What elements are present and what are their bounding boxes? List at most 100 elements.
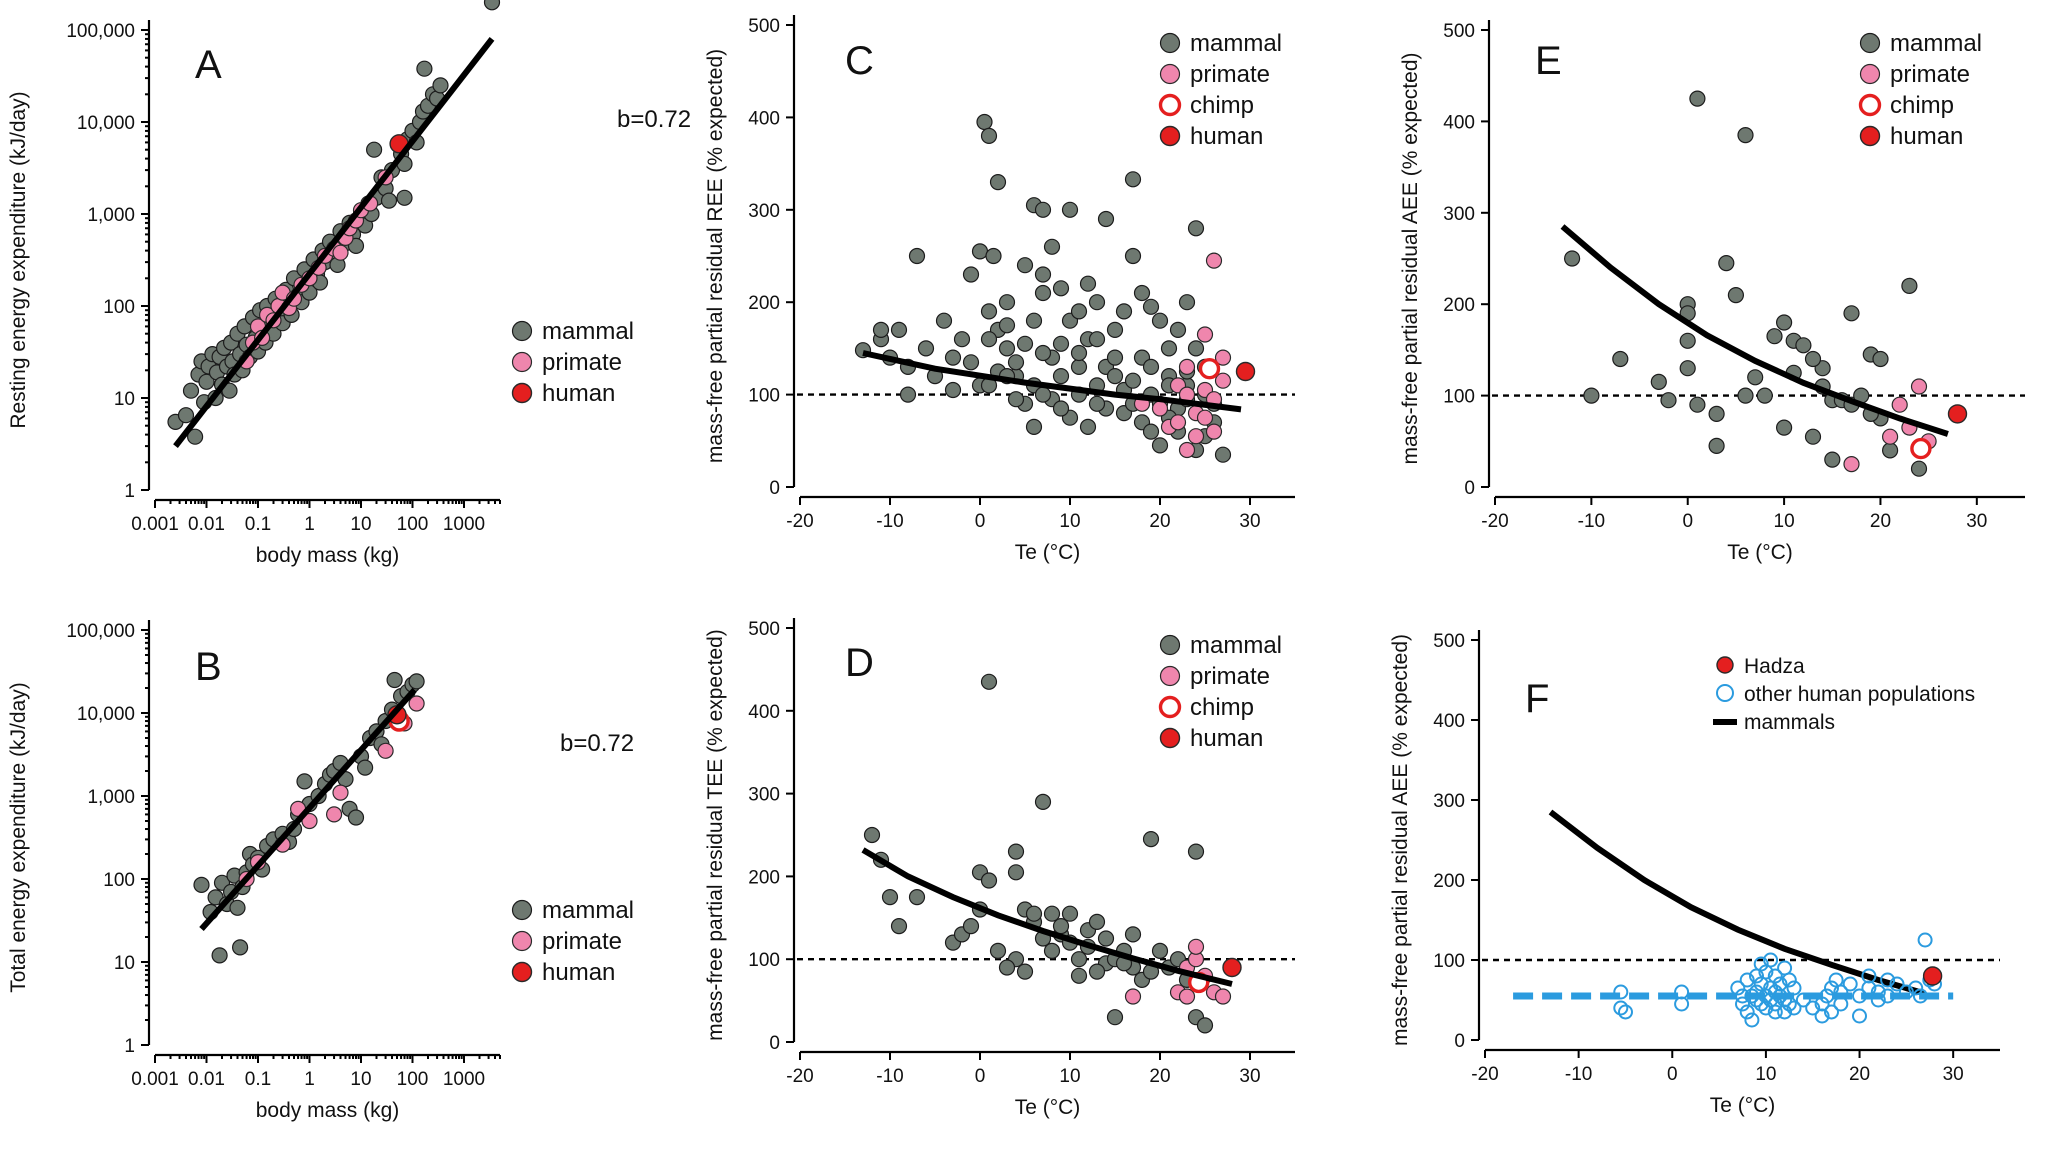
x-tick-label: -10: [876, 511, 903, 532]
legend-human-label: human: [542, 380, 615, 407]
legend-mammal-label: mammal: [1190, 30, 1282, 57]
mammal-point: [1115, 303, 1133, 320]
mammal-point: [1689, 396, 1706, 413]
mammal-point: [1775, 314, 1793, 331]
x-tick-label: 0: [1667, 1064, 1678, 1085]
mammal-point: [1097, 210, 1115, 228]
other-human-populations-point: [1753, 956, 1769, 972]
other-human-populations-point: [1781, 996, 1797, 1012]
x-tick-label: 20: [1849, 1064, 1870, 1085]
mammal-point: [971, 243, 989, 260]
mammal-point: [863, 826, 881, 844]
mammal-point: [1106, 321, 1124, 338]
mammal-point: [1142, 298, 1160, 315]
mammal-point: [1070, 303, 1088, 320]
mammal-point: [1142, 830, 1160, 848]
mammal-point: [1034, 344, 1052, 362]
other-human-populations-point: [1781, 972, 1797, 988]
mammal-point: [1151, 942, 1169, 960]
primate-point: [1205, 252, 1223, 269]
x-tick-label: -20: [786, 1066, 813, 1087]
x-tick-label: 20: [1149, 511, 1170, 532]
panel-letter: B: [195, 645, 222, 689]
other-human-populations-point: [1739, 1004, 1755, 1020]
primate-point: [326, 806, 343, 823]
mammal-point: [1124, 372, 1142, 389]
primate-point: [1891, 396, 1908, 413]
mammal-point: [1151, 312, 1169, 329]
x-tick-label: 100: [397, 1069, 429, 1090]
x-tick-label: -20: [1481, 511, 1508, 532]
mammal-point: [1756, 387, 1773, 404]
other-human-populations-point: [1730, 980, 1746, 996]
mammal-point: [357, 759, 374, 776]
mammal-point: [1079, 418, 1097, 435]
human-point: [1947, 404, 1968, 424]
mammal-point: [1872, 350, 1889, 368]
mammal-point: [989, 174, 1007, 191]
mammal-point: [1160, 340, 1178, 357]
mammal-point: [1052, 280, 1070, 297]
legend: Hadza other human populations mammals: [1713, 655, 1975, 734]
y-tick-label: 0: [769, 478, 780, 499]
other-human-populations-point: [1613, 984, 1629, 1000]
y-tick-label: 1,000: [87, 205, 135, 226]
legend-chimp-marker: [1858, 93, 1882, 117]
mammal-point: [408, 673, 425, 690]
x-tick-label: 100: [397, 514, 429, 535]
mammal-point: [232, 939, 249, 956]
x-tick-label: 0: [975, 1066, 986, 1087]
other-human-populations-point: [1618, 1004, 1633, 1020]
mammal-point: [1061, 201, 1079, 218]
mammal-point: [1052, 400, 1070, 417]
mammal-point: [962, 266, 980, 283]
legend-primate-marker: [1159, 665, 1181, 687]
y-axis-label: mass-free partial residual TEE (% expect…: [704, 629, 727, 1041]
y-tick-label: 100,000: [66, 621, 135, 642]
mammal-point: [1124, 247, 1142, 265]
y-tick-label: 10: [114, 953, 135, 974]
mammal-point: [980, 127, 998, 144]
y-tick-label: 300: [748, 785, 780, 806]
mammal-point: [1088, 395, 1106, 412]
mammal-point: [1187, 220, 1205, 237]
mammal-point: [416, 60, 433, 77]
slope-annotation: b=0.72: [617, 106, 691, 133]
legend-chimp-label: chimp: [1190, 694, 1254, 721]
mammal-point: [1178, 294, 1196, 311]
x-tick-label: 20: [1149, 1066, 1170, 1087]
other-human-populations-point: [1739, 972, 1755, 988]
mammal-point: [1583, 387, 1600, 404]
legend-primate-label: primate: [1890, 61, 1970, 88]
mammal-point: [396, 189, 413, 206]
legend-human-marker: [511, 961, 533, 983]
mammal-point: [998, 317, 1016, 334]
primate-point: [1214, 372, 1232, 389]
other-human-populations-point: [1824, 1004, 1839, 1020]
y-tick-label: 100: [103, 297, 135, 318]
mammal-point: [229, 899, 246, 916]
legend-human-marker: [1159, 727, 1181, 749]
y-tick-label: 200: [1443, 295, 1475, 316]
mammal-point: [989, 942, 1007, 960]
y-tick-label: 500: [748, 619, 780, 640]
y-tick-label: 200: [748, 293, 780, 314]
mammal-point: [366, 141, 383, 158]
mammal-point: [380, 192, 398, 209]
primate-point: [301, 812, 318, 830]
other-human-populations-point: [1889, 976, 1905, 992]
mammal-point: [1737, 127, 1754, 144]
x-tick-label: 0.01: [188, 514, 225, 535]
legend-human-label: human: [1190, 725, 1263, 752]
other-human-populations-point: [1870, 992, 1886, 1008]
x-tick-label: 10: [350, 514, 371, 535]
panel-a: 0.001 0.01 0.1 1 10 100 1000 1 10 100 1,000 10,000 1…: [7, 0, 691, 567]
legend-chimp-marker: [1158, 93, 1182, 117]
mammal-point: [1025, 905, 1043, 922]
other-human-populations-point: [1795, 992, 1811, 1008]
legend-chimp-label: chimp: [1890, 92, 1954, 119]
primate-point: [1910, 378, 1928, 395]
mammal-point: [890, 917, 908, 935]
mammal-point: [1097, 930, 1115, 947]
